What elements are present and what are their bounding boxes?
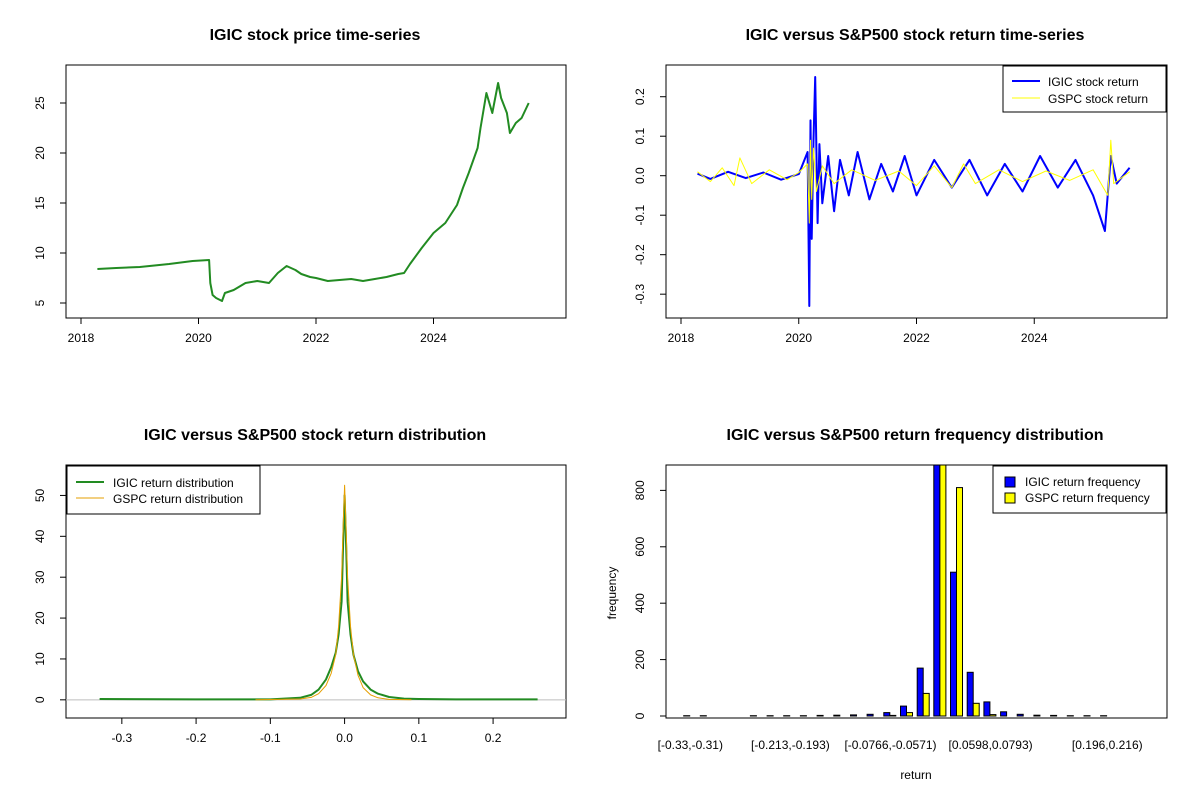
- frequency-ytick-label: 0: [633, 712, 647, 719]
- frequency-bar-igic_return: [933, 464, 941, 717]
- frequency-bar-igic_return: [983, 701, 991, 717]
- panel-frequency: IGIC versus S&P500 return frequency dist…: [605, 427, 1168, 782]
- frequency-legend-label-igic: IGIC return frequency: [1025, 475, 1140, 489]
- returns-chart-title: IGIC versus S&P500 stock return time-ser…: [746, 27, 1085, 44]
- returns-ytick-label: 0.2: [633, 88, 647, 105]
- panel-price: IGIC stock price time-series 2018 2020 202…: [33, 27, 567, 345]
- frequency-bar-igic_return: [816, 714, 824, 717]
- price-xtick-label: 2020: [185, 331, 212, 345]
- frequency-xtick-label: [-0.213,-0.193): [751, 738, 830, 752]
- density-xtick-label: 0.2: [485, 731, 502, 745]
- frequency-bar-gspc_return: [939, 464, 947, 717]
- frequency-chart-title: IGIC versus S&P500 return frequency dist…: [727, 427, 1104, 444]
- frequency-xtick-label: [0.0598,0.0793): [949, 738, 1033, 752]
- frequency-xlabel: return: [900, 768, 931, 782]
- frequency-ytick-label: 400: [633, 593, 647, 613]
- frequency-legend-swatch-igic: [1004, 476, 1016, 488]
- returns-xtick-label: 2024: [1021, 331, 1048, 345]
- frequency-bar-gspc_return: [972, 702, 980, 717]
- frequency-bar-gspc_return: [989, 714, 997, 717]
- price-xtick-label: 2024: [420, 331, 447, 345]
- frequency-bar-gspc_return: [889, 714, 897, 717]
- density-ytick-label: 50: [33, 488, 47, 502]
- returns-xtick-label: 2022: [903, 331, 930, 345]
- frequency-bar-igic_return: [966, 671, 974, 717]
- price-ytick-label: 5: [33, 299, 47, 306]
- price-plot-frame: [65, 64, 567, 319]
- price-ytick-label: 20: [33, 146, 47, 160]
- returns-ytick-label: -0.2: [633, 244, 647, 265]
- density-series-gspc_density: [255, 484, 412, 701]
- price-xtick-label: 2018: [68, 331, 95, 345]
- panel-returns: IGIC versus S&P500 stock return time-ser…: [633, 27, 1168, 345]
- density-xtick-label: 0.1: [410, 731, 427, 745]
- frequency-bar-igic_return: [1050, 714, 1058, 717]
- frequency-xtick-label: [0.196,0.216): [1072, 738, 1143, 752]
- frequency-xtick-label: [-0.0766,-0.0571): [844, 738, 936, 752]
- frequency-bar-igic_return: [833, 714, 841, 717]
- returns-ytick-label: -0.1: [633, 205, 647, 226]
- panel-density: IGIC versus S&P500 stock return distribu…: [33, 427, 567, 745]
- frequency-bar-gspc_return: [906, 712, 913, 717]
- returns-ytick-label: -0.3: [633, 284, 647, 305]
- density-ytick-label: 10: [33, 652, 47, 666]
- frequency-bar-igic_return: [850, 714, 857, 717]
- returns-legend: IGIC stock return GSPC stock return: [1002, 65, 1167, 113]
- frequency-legend: IGIC return frequency GSPC return freque…: [992, 465, 1167, 514]
- frequency-ytick-label: 200: [633, 649, 647, 669]
- frequency-bar-igic_return: [866, 713, 874, 717]
- density-xtick-label: 0.0: [336, 731, 353, 745]
- density-series-igic_density: [99, 494, 538, 701]
- frequency-xtick-label: [-0.33,-0.31): [658, 738, 723, 752]
- frequency-ylabel: frequency: [605, 567, 619, 620]
- price-xtick-label: 2022: [303, 331, 330, 345]
- density-legend: IGIC return distribution GSPC return dis…: [66, 465, 261, 515]
- price-series-igic_price: [97, 82, 530, 302]
- density-ytick-label: 40: [33, 529, 47, 543]
- frequency-bar-gspc_return: [956, 487, 963, 717]
- price-ytick-label: 15: [33, 196, 47, 210]
- frequency-bar-igic_return: [916, 667, 924, 717]
- density-chart-title: IGIC versus S&P500 stock return distribu…: [144, 427, 486, 444]
- returns-ytick-label: 0.0: [633, 167, 647, 184]
- density-legend-label-igic: IGIC return distribution: [113, 476, 234, 490]
- density-legend-label-gspc: GSPC return distribution: [113, 492, 243, 506]
- frequency-bar-gspc_return: [922, 692, 930, 717]
- frequency-legend-label-gspc: GSPC return frequency: [1025, 491, 1150, 505]
- density-xtick-label: -0.1: [260, 731, 281, 745]
- returns-legend-label-igic: IGIC stock return: [1048, 75, 1139, 89]
- density-xtick-label: -0.2: [186, 731, 207, 745]
- returns-series-gspc_return: [697, 139, 1130, 224]
- price-ytick-label: 10: [33, 246, 47, 260]
- density-xtick-label: -0.3: [111, 731, 132, 745]
- returns-legend-box: [1002, 65, 1167, 113]
- frequency-legend-swatch-gspc: [1004, 492, 1016, 504]
- frequency-ytick-label: 800: [633, 480, 647, 500]
- density-legend-box: [66, 465, 261, 515]
- price-chart-title: IGIC stock price time-series: [210, 27, 421, 44]
- frequency-legend-box: [992, 465, 1167, 514]
- density-ytick-label: 0: [33, 696, 47, 703]
- frequency-bar-igic_return: [1016, 713, 1024, 717]
- returns-legend-label-gspc: GSPC stock return: [1048, 92, 1148, 106]
- frequency-bar-igic_return: [1033, 714, 1041, 717]
- returns-xtick-label: 2018: [668, 331, 695, 345]
- returns-xtick-label: 2020: [785, 331, 812, 345]
- frequency-bar-igic_return: [900, 705, 907, 717]
- frequency-bar-igic_return: [1000, 711, 1008, 717]
- frequency-bar-igic_return: [950, 571, 957, 717]
- frequency-bar-igic_return: [883, 712, 891, 717]
- frequency-ytick-label: 600: [633, 536, 647, 556]
- density-ytick-label: 30: [33, 570, 47, 584]
- returns-ytick-label: 0.1: [633, 128, 647, 145]
- price-ytick-label: 25: [33, 96, 47, 110]
- density-ytick-label: 20: [33, 611, 47, 625]
